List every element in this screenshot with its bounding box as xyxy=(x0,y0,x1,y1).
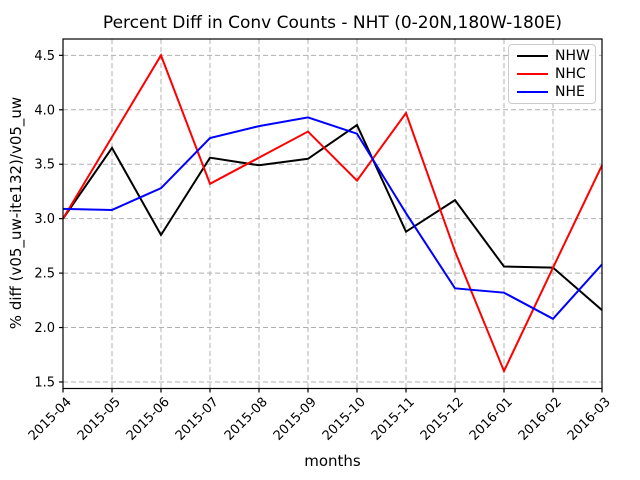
legend-item-NHW: NHW xyxy=(509,49,595,63)
y-tick-label: 1.5 xyxy=(34,375,55,390)
legend-item-NHC: NHC xyxy=(509,67,595,81)
x-tick-label: 2015-07 xyxy=(173,395,222,444)
x-axis-label: months xyxy=(304,452,361,470)
legend-label: NHW xyxy=(555,48,590,64)
y-axis-label: % diff (v05_uw-ite132)/v05_uw xyxy=(7,96,25,330)
y-tick-label: 4.0 xyxy=(34,103,55,118)
legend-line-swatch xyxy=(517,73,548,75)
series-line-NHE xyxy=(62,116,603,321)
series-line-NHC xyxy=(62,53,603,374)
legend-item-NHE: NHE xyxy=(509,85,595,99)
y-tick-label: 2.0 xyxy=(34,321,55,336)
x-tick-label: 2015-09 xyxy=(271,395,320,444)
x-tick-label: 2015-12 xyxy=(418,395,467,444)
legend-label: NHC xyxy=(555,66,586,82)
x-tick-label: 2015-10 xyxy=(320,395,369,444)
chart-title: Percent Diff in Conv Counts - NHT (0-20N… xyxy=(102,13,563,33)
series-line-NHW xyxy=(62,123,603,311)
x-tick-label: 2015-06 xyxy=(124,395,173,444)
x-tick-label: 2015-05 xyxy=(75,395,124,444)
y-tick-label: 2.5 xyxy=(34,267,55,282)
x-tick-label: 2015-11 xyxy=(369,395,418,444)
legend: NHW NHC NHE xyxy=(508,44,596,104)
x-tick-label: 2015-04 xyxy=(26,395,75,444)
x-tick-label: 2016-02 xyxy=(516,395,565,444)
legend-line-swatch xyxy=(517,91,548,93)
x-tick-label: 2015-08 xyxy=(222,395,271,444)
y-tick-label: 3.0 xyxy=(34,212,55,227)
legend-line-swatch xyxy=(517,55,548,57)
plot-border xyxy=(62,38,603,390)
x-tick-label: 2016-03 xyxy=(565,395,614,444)
legend-label: NHE xyxy=(555,84,585,100)
y-tick-label: 4.5 xyxy=(34,49,55,64)
x-tick-label: 2016-01 xyxy=(467,395,516,444)
y-tick-label: 3.5 xyxy=(34,158,55,173)
